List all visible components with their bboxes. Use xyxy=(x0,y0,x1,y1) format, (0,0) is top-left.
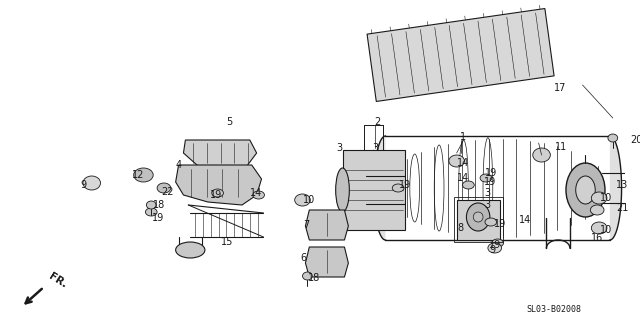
Ellipse shape xyxy=(294,194,310,206)
Ellipse shape xyxy=(175,242,205,258)
Text: 15: 15 xyxy=(221,237,234,247)
Ellipse shape xyxy=(532,148,550,162)
Polygon shape xyxy=(175,165,262,205)
Ellipse shape xyxy=(590,205,604,215)
Text: 19: 19 xyxy=(152,213,164,223)
Text: 14: 14 xyxy=(519,215,531,225)
Text: 14: 14 xyxy=(458,173,470,183)
Polygon shape xyxy=(184,140,257,170)
Ellipse shape xyxy=(591,192,607,204)
Polygon shape xyxy=(367,9,554,101)
Text: SL03-B02008: SL03-B02008 xyxy=(527,305,582,314)
Ellipse shape xyxy=(83,176,100,190)
Text: 10: 10 xyxy=(600,225,612,235)
Text: 10: 10 xyxy=(600,193,612,203)
Text: 21: 21 xyxy=(616,203,628,213)
Ellipse shape xyxy=(480,174,492,182)
Polygon shape xyxy=(305,210,348,240)
Ellipse shape xyxy=(157,183,171,193)
Ellipse shape xyxy=(566,163,605,217)
Ellipse shape xyxy=(576,176,595,204)
Text: 14: 14 xyxy=(458,158,470,168)
Text: 3: 3 xyxy=(372,143,379,153)
Bar xyxy=(454,197,502,242)
Ellipse shape xyxy=(212,189,223,197)
Text: FR.: FR. xyxy=(47,271,68,290)
Text: 9: 9 xyxy=(490,245,496,255)
Ellipse shape xyxy=(488,243,502,253)
Text: 19: 19 xyxy=(399,180,411,190)
Ellipse shape xyxy=(392,184,404,192)
Text: 19: 19 xyxy=(484,168,497,178)
Ellipse shape xyxy=(463,181,474,189)
Ellipse shape xyxy=(360,170,372,206)
Ellipse shape xyxy=(303,272,312,280)
Text: 11: 11 xyxy=(555,142,567,152)
Text: 19: 19 xyxy=(484,177,496,187)
Ellipse shape xyxy=(147,201,156,209)
Text: 19: 19 xyxy=(493,219,506,229)
Polygon shape xyxy=(342,150,405,230)
Ellipse shape xyxy=(134,168,153,182)
Ellipse shape xyxy=(467,203,490,231)
Text: 10: 10 xyxy=(303,195,316,205)
Ellipse shape xyxy=(145,208,157,216)
Polygon shape xyxy=(305,247,348,277)
Text: 19: 19 xyxy=(209,190,222,200)
Text: 20: 20 xyxy=(630,135,640,145)
Ellipse shape xyxy=(335,168,349,212)
Text: 3: 3 xyxy=(484,200,490,210)
Ellipse shape xyxy=(485,218,497,226)
Text: 14: 14 xyxy=(250,188,262,198)
Ellipse shape xyxy=(608,134,618,142)
Text: 8: 8 xyxy=(458,223,463,233)
Text: 16: 16 xyxy=(591,233,604,243)
Ellipse shape xyxy=(449,155,465,167)
Text: 3: 3 xyxy=(484,188,490,198)
Text: 9: 9 xyxy=(81,180,87,190)
Text: 22: 22 xyxy=(161,187,174,197)
Text: 6: 6 xyxy=(300,253,307,263)
Text: 18: 18 xyxy=(153,200,165,210)
Bar xyxy=(457,200,500,240)
Polygon shape xyxy=(374,136,621,240)
Text: 17: 17 xyxy=(554,83,566,93)
Ellipse shape xyxy=(473,212,483,222)
Text: 1: 1 xyxy=(460,132,465,142)
Text: 13: 13 xyxy=(616,180,628,190)
Ellipse shape xyxy=(253,191,264,199)
Ellipse shape xyxy=(591,222,607,234)
Ellipse shape xyxy=(492,239,504,247)
Text: 19: 19 xyxy=(488,240,501,250)
Text: 12: 12 xyxy=(132,170,145,180)
Text: 3: 3 xyxy=(337,143,342,153)
Text: 2: 2 xyxy=(374,117,381,127)
Text: 18: 18 xyxy=(308,273,321,283)
Text: 4: 4 xyxy=(175,160,182,170)
Text: 5: 5 xyxy=(226,117,232,127)
Text: 7: 7 xyxy=(303,220,310,230)
